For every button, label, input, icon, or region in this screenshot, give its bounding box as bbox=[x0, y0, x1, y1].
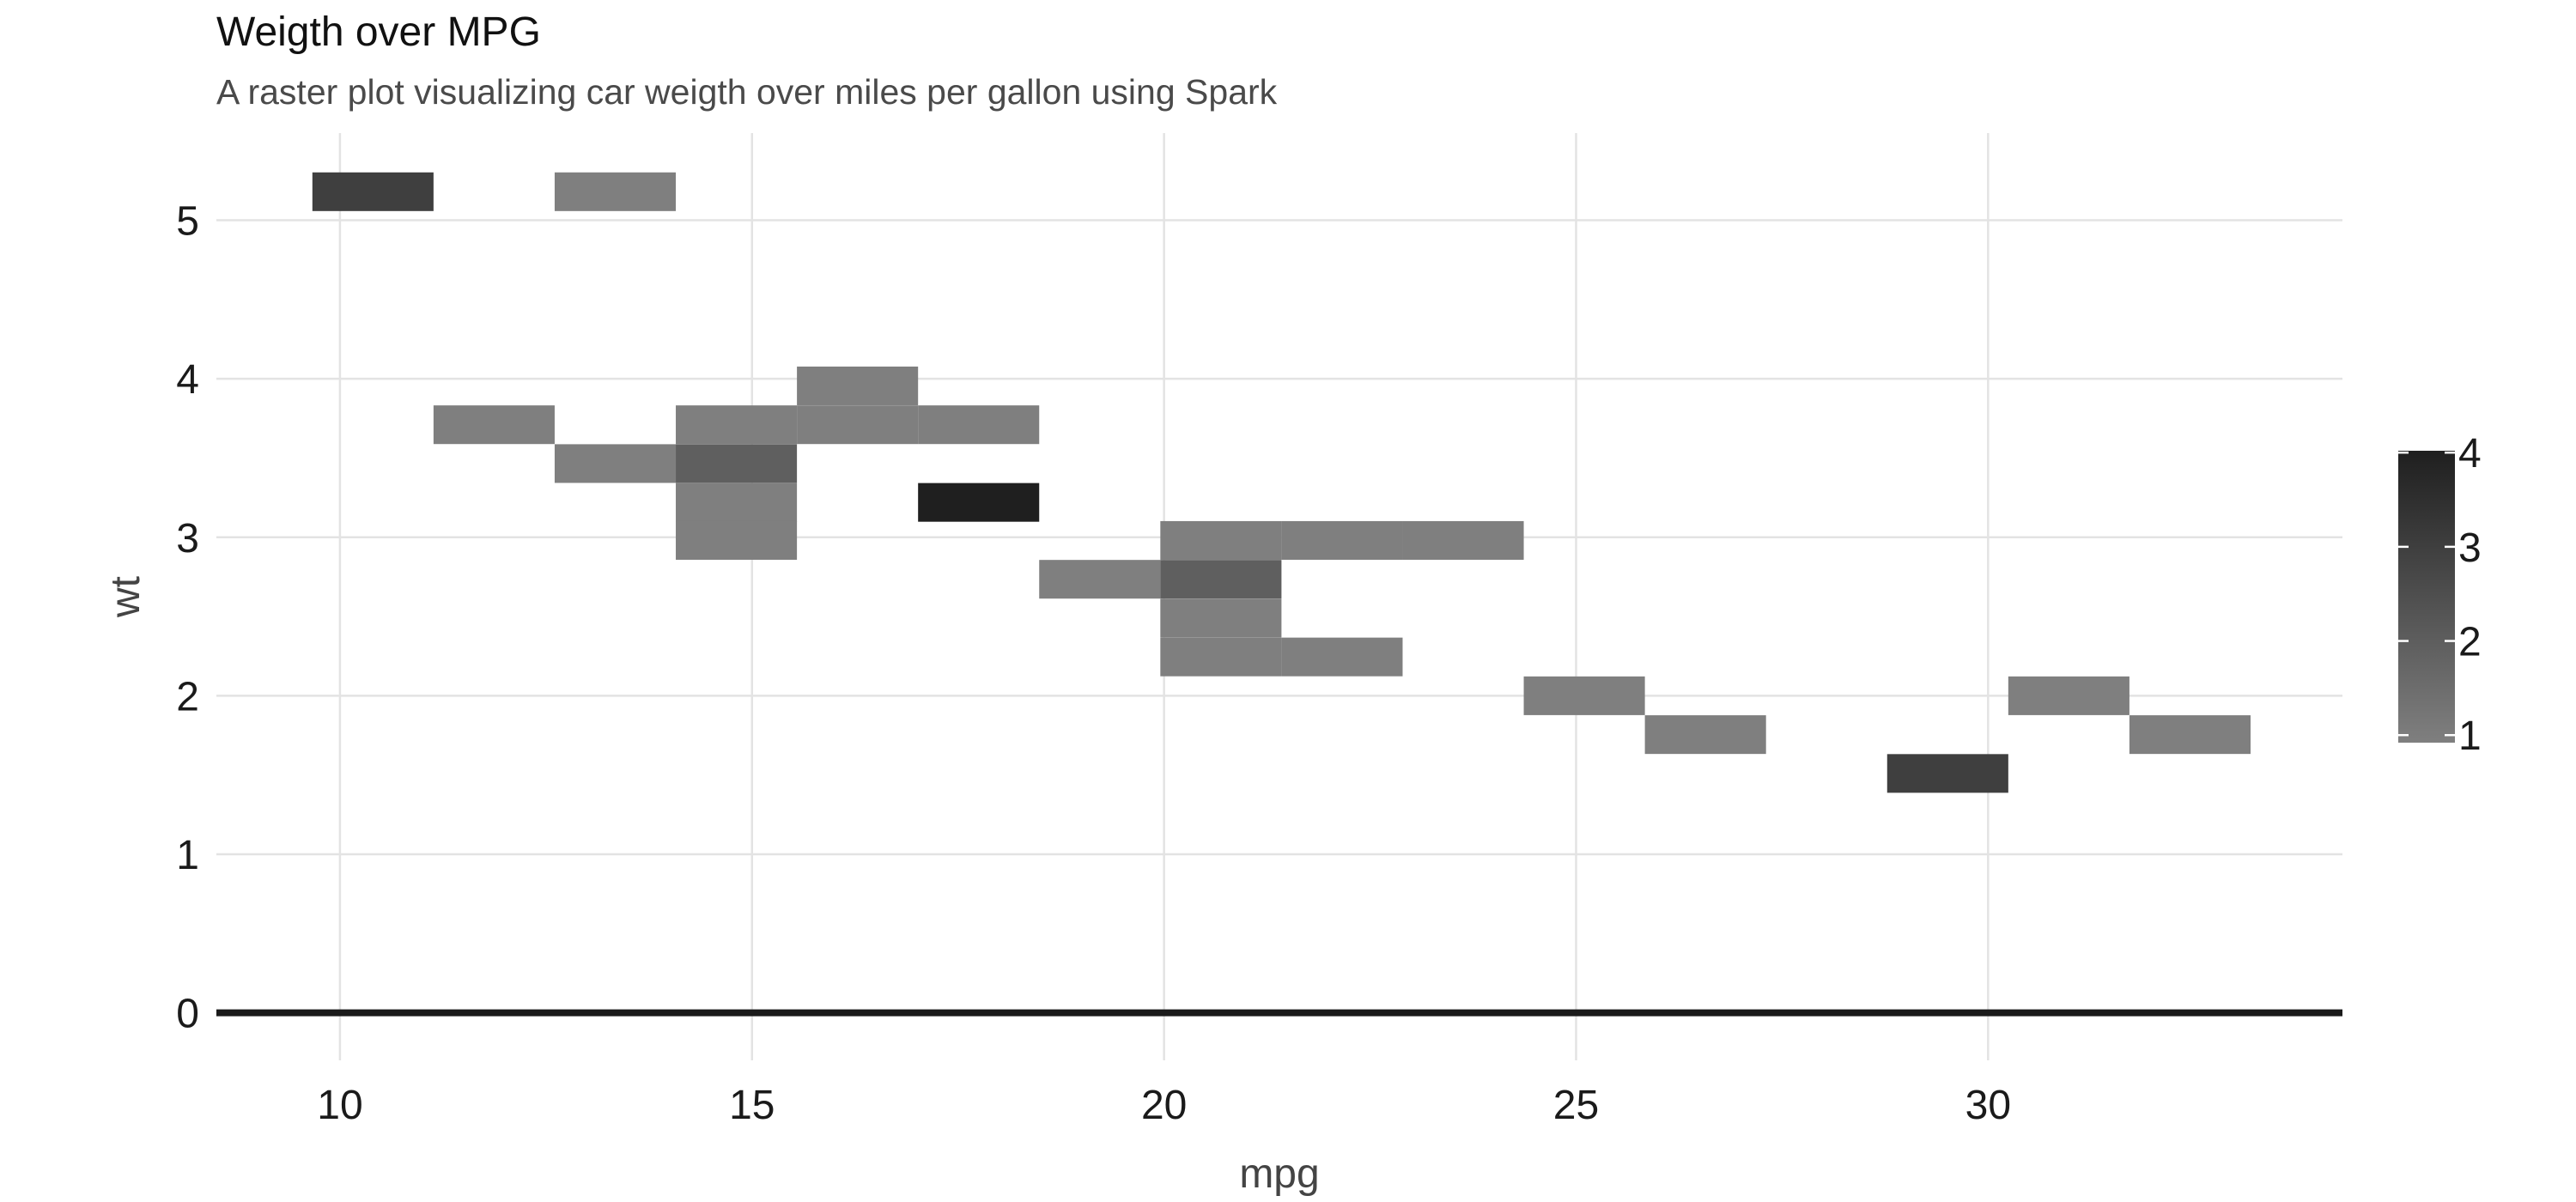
raster-cell bbox=[1281, 637, 1403, 677]
chart-subtitle: A raster plot visualizing car weigth ove… bbox=[216, 72, 1278, 112]
raster-cell bbox=[1281, 520, 1403, 560]
raster-cell bbox=[918, 405, 1040, 445]
y-tick-label: 1 bbox=[176, 833, 199, 878]
raster-cell bbox=[2008, 676, 2129, 715]
x-tick-label: 25 bbox=[1553, 1083, 1599, 1128]
raster-cell bbox=[433, 405, 555, 445]
raster-cells bbox=[312, 172, 2251, 793]
legend-tick-label: 2 bbox=[2458, 620, 2482, 665]
raster-cell bbox=[1039, 560, 1161, 599]
x-tick-label: 15 bbox=[729, 1083, 775, 1128]
raster-cell bbox=[1523, 676, 1645, 715]
raster-cell bbox=[676, 483, 798, 522]
raster-cell bbox=[676, 405, 798, 445]
y-axis-title: wt bbox=[103, 576, 149, 618]
raster-cell bbox=[676, 444, 798, 483]
y-tick-label: 4 bbox=[176, 357, 199, 403]
raster-cell bbox=[1886, 754, 2008, 793]
raster-cell bbox=[554, 444, 677, 483]
raster-cell bbox=[797, 366, 919, 405]
y-tick-label: 0 bbox=[176, 992, 199, 1037]
raster-cell bbox=[1160, 520, 1282, 560]
color-legend: 1 2 3 4 bbox=[2398, 431, 2482, 759]
y-tick-label: 5 bbox=[176, 199, 199, 245]
legend-tick-label: 3 bbox=[2458, 525, 2482, 571]
raster-cell bbox=[554, 172, 677, 211]
raster-cell bbox=[1160, 598, 1282, 638]
raster-cell bbox=[1644, 715, 1766, 755]
x-tick-label: 20 bbox=[1141, 1083, 1187, 1128]
y-tick-label: 2 bbox=[176, 674, 199, 719]
axes: 10 15 20 25 30 0 1 2 3 4 5 mpg wt bbox=[103, 199, 2342, 1197]
x-tick-label: 10 bbox=[317, 1083, 362, 1128]
y-tick-label: 3 bbox=[176, 516, 199, 562]
raster-cell bbox=[1402, 520, 1524, 560]
legend-tick-label: 1 bbox=[2458, 713, 2482, 759]
chart-title: Weigth over MPG bbox=[216, 9, 541, 55]
raster-cell bbox=[676, 520, 798, 560]
raster-cell bbox=[2129, 715, 2251, 755]
legend-colorbar bbox=[2398, 451, 2455, 743]
raster-cell bbox=[1160, 637, 1282, 677]
raster-cell bbox=[312, 172, 434, 211]
x-tick-label: 30 bbox=[1965, 1083, 2011, 1128]
legend-tick-label: 4 bbox=[2458, 431, 2482, 477]
raster-cell bbox=[797, 405, 919, 445]
raster-cell bbox=[1160, 560, 1282, 599]
x-axis-title: mpg bbox=[1239, 1151, 1319, 1197]
raster-cell bbox=[918, 483, 1040, 522]
